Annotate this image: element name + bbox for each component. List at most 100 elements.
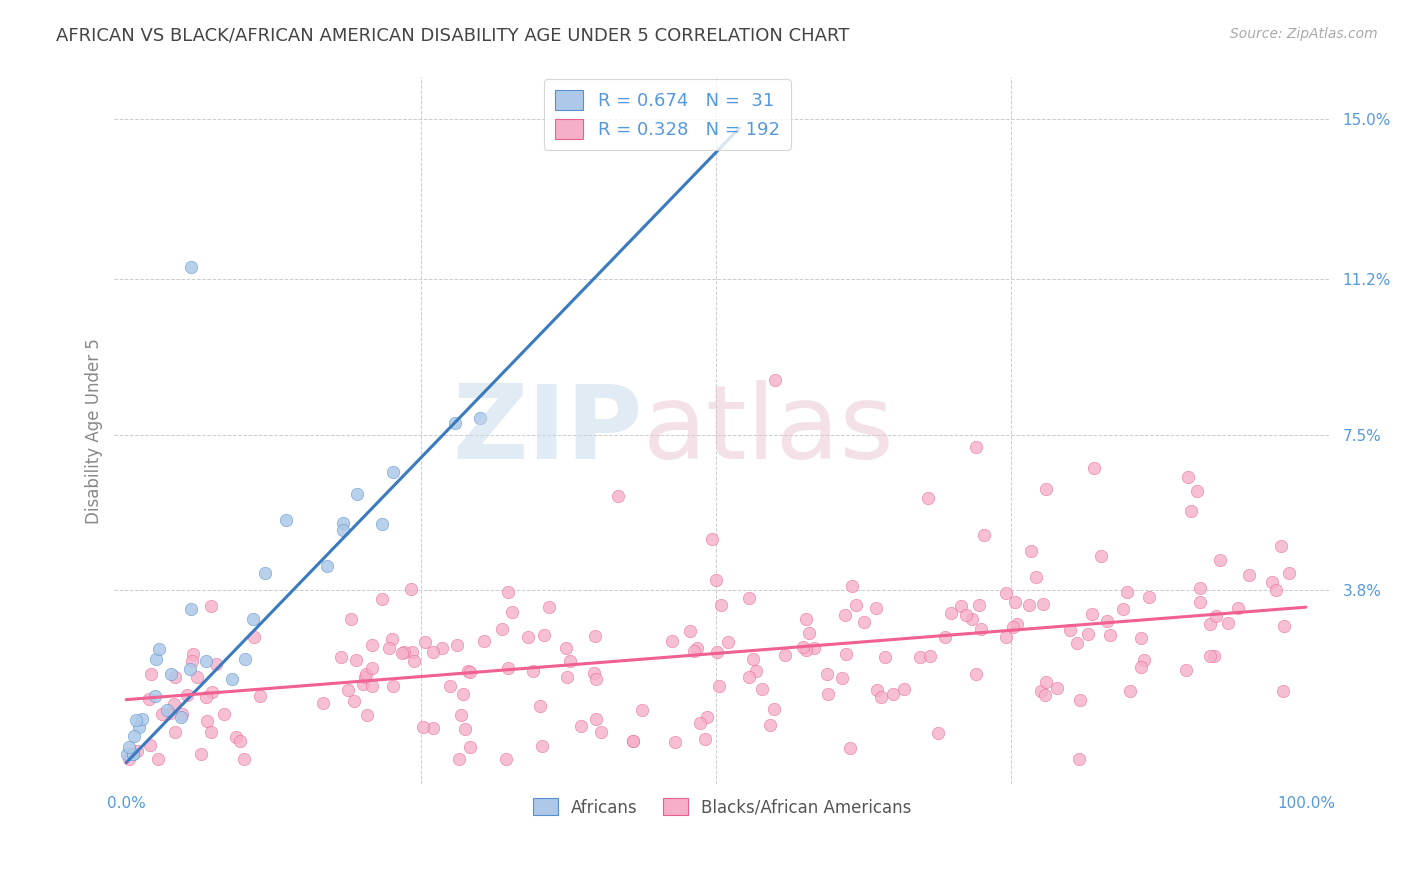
- Point: [243, 630, 266, 644]
- Point: [352, 677, 374, 691]
- Text: ZIP: ZIP: [453, 380, 643, 481]
- Point: [686, 640, 709, 655]
- Point: [377, 641, 399, 656]
- Point: [591, 724, 613, 739]
- Point: [343, 694, 366, 708]
- Point: [1090, 549, 1112, 564]
- Point: [799, 626, 821, 640]
- Point: [1189, 582, 1212, 596]
- Point: [422, 721, 444, 735]
- Point: [176, 688, 198, 702]
- Point: [122, 747, 145, 762]
- Point: [160, 666, 183, 681]
- Point: [454, 722, 477, 736]
- Point: [1069, 751, 1091, 765]
- Point: [451, 687, 474, 701]
- Point: [737, 591, 759, 605]
- Point: [233, 751, 256, 765]
- Point: [1046, 681, 1069, 695]
- Point: [995, 630, 1018, 644]
- Point: [121, 747, 143, 762]
- Point: [1271, 683, 1294, 698]
- Point: [1188, 595, 1211, 609]
- Point: [180, 260, 202, 274]
- Point: [696, 710, 718, 724]
- Point: [1032, 597, 1054, 611]
- Point: [702, 532, 724, 546]
- Text: AFRICAN VS BLACK/AFRICAN AMERICAN DISABILITY AGE UNDER 5 CORRELATION CHART: AFRICAN VS BLACK/AFRICAN AMERICAN DISABI…: [56, 27, 849, 45]
- Point: [402, 654, 425, 668]
- Point: [741, 652, 763, 666]
- Point: [965, 441, 987, 455]
- Point: [1130, 632, 1153, 646]
- Point: [412, 720, 434, 734]
- Point: [138, 692, 160, 706]
- Point: [233, 652, 256, 666]
- Point: [159, 706, 181, 720]
- Point: [1270, 540, 1292, 554]
- Point: [1066, 636, 1088, 650]
- Point: [186, 670, 208, 684]
- Point: [834, 608, 856, 623]
- Point: [927, 726, 949, 740]
- Point: [920, 649, 942, 664]
- Text: Source: ZipAtlas.com: Source: ZipAtlas.com: [1230, 27, 1378, 41]
- Point: [759, 718, 782, 732]
- Point: [458, 665, 481, 679]
- Point: [738, 670, 761, 684]
- Point: [332, 516, 354, 531]
- Point: [817, 687, 839, 701]
- Point: [852, 615, 875, 629]
- Point: [180, 654, 202, 668]
- Point: [195, 690, 218, 705]
- Point: [917, 491, 939, 505]
- Point: [457, 664, 479, 678]
- Point: [1004, 595, 1026, 609]
- Point: [360, 661, 382, 675]
- Point: [583, 666, 606, 681]
- Point: [762, 702, 785, 716]
- Point: [496, 584, 519, 599]
- Point: [1025, 570, 1047, 584]
- Point: [205, 657, 228, 671]
- Point: [683, 644, 706, 658]
- Point: [1095, 615, 1118, 629]
- Point: [181, 648, 204, 662]
- Point: [354, 667, 377, 681]
- Point: [1031, 684, 1053, 698]
- Point: [221, 672, 243, 686]
- Point: [439, 679, 461, 693]
- Point: [538, 599, 561, 614]
- Point: [1081, 607, 1104, 621]
- Point: [704, 573, 727, 587]
- Point: [585, 712, 607, 726]
- Point: [950, 599, 973, 613]
- Legend: Africans, Blacks/African Americans: Africans, Blacks/African Americans: [524, 790, 920, 825]
- Point: [717, 635, 740, 649]
- Point: [530, 739, 553, 753]
- Point: [1175, 663, 1198, 677]
- Point: [190, 747, 212, 761]
- Point: [194, 654, 217, 668]
- Point: [555, 670, 578, 684]
- Point: [606, 489, 628, 503]
- Point: [1180, 503, 1202, 517]
- Point: [1209, 553, 1232, 567]
- Point: [382, 679, 405, 693]
- Point: [773, 648, 796, 662]
- Point: [841, 579, 863, 593]
- Point: [533, 628, 555, 642]
- Point: [496, 661, 519, 675]
- Point: [554, 641, 576, 656]
- Point: [430, 641, 453, 656]
- Point: [163, 698, 186, 712]
- Point: [163, 669, 186, 683]
- Point: [995, 585, 1018, 599]
- Point: [941, 606, 963, 620]
- Point: [128, 720, 150, 734]
- Point: [179, 662, 201, 676]
- Point: [1265, 582, 1288, 597]
- Point: [1035, 675, 1057, 690]
- Point: [845, 598, 868, 612]
- Point: [122, 729, 145, 743]
